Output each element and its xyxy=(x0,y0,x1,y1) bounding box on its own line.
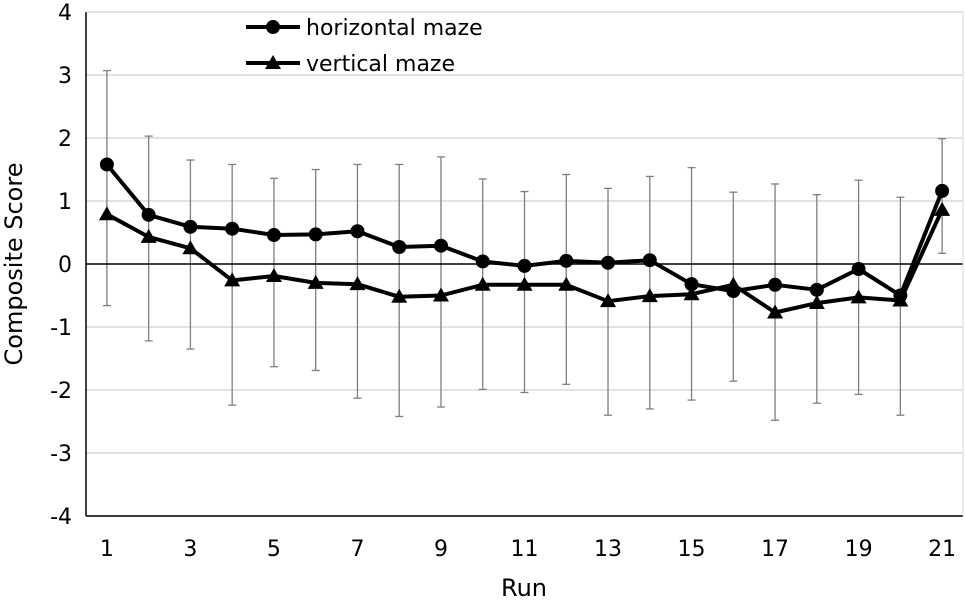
y-tick-label: 3 xyxy=(58,64,72,89)
circle-marker-icon xyxy=(266,20,280,34)
y-tick-label: -2 xyxy=(50,379,72,404)
x-tick-label: 13 xyxy=(594,537,622,562)
x-axis-title: Run xyxy=(501,574,547,602)
error-bars xyxy=(102,69,947,421)
x-tick-label: 3 xyxy=(183,537,197,562)
data-point-vertical-maze xyxy=(98,206,115,221)
data-point-horizontal-maze xyxy=(475,254,490,269)
data-point-vertical-maze xyxy=(432,287,449,302)
x-tick-label: 11 xyxy=(511,537,539,562)
x-tick-label: 1 xyxy=(100,537,114,562)
data-point-horizontal-maze xyxy=(392,239,407,254)
data-point-horizontal-maze xyxy=(99,157,114,172)
data-point-vertical-maze xyxy=(641,288,658,303)
data-point-vertical-maze xyxy=(307,274,324,289)
x-tick-label: 5 xyxy=(267,537,281,562)
y-tick-label: 1 xyxy=(58,190,72,215)
y-tick-label: -4 xyxy=(50,505,72,530)
data-point-vertical-maze xyxy=(558,276,575,291)
data-point-horizontal-maze xyxy=(350,224,365,239)
x-tick-label: 15 xyxy=(678,537,706,562)
data-point-horizontal-maze xyxy=(809,282,824,297)
data-point-vertical-maze xyxy=(349,276,366,291)
data-point-vertical-maze xyxy=(600,293,617,308)
y-axis-title: Composite Score xyxy=(0,163,28,366)
data-point-vertical-maze xyxy=(391,288,408,303)
y-tick-label: 0 xyxy=(58,253,72,278)
data-point-vertical-maze xyxy=(265,267,282,282)
legend-label-horizontal-maze: horizontal maze xyxy=(306,16,483,41)
x-tick-label: 17 xyxy=(761,537,789,562)
legend-item-horizontal-maze: horizontal maze xyxy=(246,16,483,41)
data-point-vertical-maze xyxy=(474,276,491,291)
x-tick-label: 19 xyxy=(845,537,873,562)
data-point-horizontal-maze xyxy=(851,262,866,277)
axes xyxy=(85,11,964,517)
y-tick-label: 2 xyxy=(58,127,72,152)
data-point-vertical-maze xyxy=(140,228,157,243)
legend-label-vertical-maze: vertical maze xyxy=(306,52,455,77)
data-point-horizontal-maze xyxy=(559,253,574,268)
triangle-marker-icon xyxy=(265,55,281,69)
x-tick-label: 9 xyxy=(434,537,448,562)
data-point-horizontal-maze xyxy=(183,219,198,234)
y-tick-labels: 4 3 2 1 0 -1 -2 -3 -4 xyxy=(50,1,72,530)
data-point-horizontal-maze xyxy=(225,221,240,236)
data-point-horizontal-maze xyxy=(601,255,616,270)
data-point-horizontal-maze xyxy=(266,228,281,243)
data-point-vertical-maze xyxy=(808,295,825,310)
data-point-horizontal-maze xyxy=(308,227,323,242)
series-markers xyxy=(98,157,951,319)
data-point-vertical-maze xyxy=(224,272,241,287)
data-point-horizontal-maze xyxy=(768,277,783,292)
x-tick-label: 7 xyxy=(350,537,364,562)
data-point-vertical-maze xyxy=(767,304,784,319)
data-point-vertical-maze xyxy=(182,240,199,255)
y-tick-label: -3 xyxy=(50,442,72,467)
data-point-horizontal-maze xyxy=(935,183,950,198)
data-point-vertical-maze xyxy=(934,201,951,216)
x-tick-labels: 1 3 5 7 9 11 13 15 17 19 21 xyxy=(100,537,956,562)
data-point-horizontal-maze xyxy=(642,253,657,268)
legend: horizontal maze vertical maze xyxy=(246,16,483,77)
data-point-vertical-maze xyxy=(516,276,533,291)
data-point-horizontal-maze xyxy=(141,207,156,222)
y-tick-label: -1 xyxy=(50,316,72,341)
data-point-vertical-maze xyxy=(725,276,742,291)
data-point-horizontal-maze xyxy=(517,258,532,273)
y-tick-label: 4 xyxy=(58,1,72,26)
data-point-vertical-maze xyxy=(683,286,700,301)
data-point-horizontal-maze xyxy=(433,238,448,253)
legend-item-vertical-maze: vertical maze xyxy=(246,52,455,77)
data-point-vertical-maze xyxy=(892,292,909,307)
x-tick-label: 21 xyxy=(928,537,956,562)
data-point-horizontal-maze xyxy=(684,277,699,292)
data-point-vertical-maze xyxy=(850,289,867,304)
